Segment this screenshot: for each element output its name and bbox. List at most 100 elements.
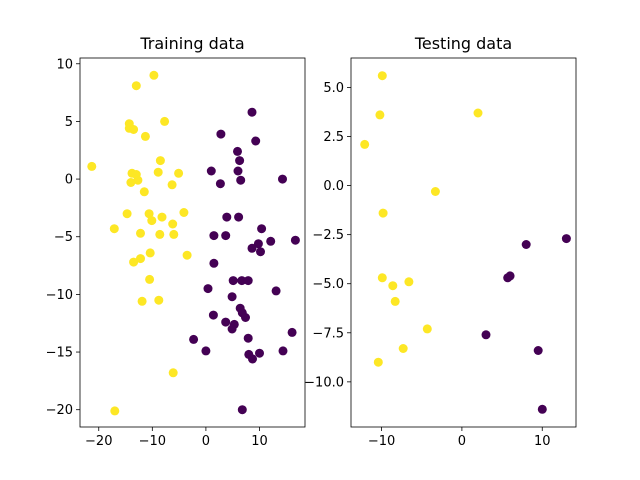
testing-x-axis: −10 0 10 — [368, 427, 551, 449]
training-point-class0-13 — [209, 231, 219, 241]
testing-point-class0-0 — [561, 234, 571, 244]
training-point-class0-14 — [221, 231, 231, 241]
training-point-class0-18 — [247, 243, 257, 253]
testing-point-class0-1 — [521, 240, 531, 249]
training-point-class0-29 — [208, 310, 218, 320]
training-point-class1-35 — [110, 406, 120, 416]
testing-point-class1-11 — [398, 344, 408, 353]
training-point-class0-4 — [235, 156, 245, 166]
training-xtick-label-3: 10 — [251, 434, 268, 449]
testing-title: Testing data — [414, 34, 512, 53]
training-point-class1-16 — [139, 187, 149, 197]
training-scatter — [87, 70, 300, 416]
training-point-class0-39 — [255, 348, 264, 358]
testing-point-class0-3 — [505, 271, 515, 281]
testing-point-class1-2 — [473, 108, 483, 118]
testing-point-class1-0 — [377, 71, 387, 81]
testing-y-axis: −10.0 −7.5 −5.0 −2.5 0.0 2.5 5.0 — [304, 81, 351, 390]
training-point-class1-0 — [149, 70, 159, 80]
training-point-class0-6 — [206, 166, 216, 176]
testing-point-class1-10 — [422, 324, 432, 334]
testing-scatter — [360, 71, 571, 414]
training-point-class0-42 — [237, 405, 247, 415]
training-point-class1-18 — [144, 209, 154, 219]
training-ytick-label-0: −20 — [46, 403, 73, 418]
training-point-class0-26 — [227, 292, 237, 302]
training-point-class1-1 — [131, 81, 141, 91]
training-point-class1-2 — [87, 161, 97, 171]
training-point-class0-9 — [215, 179, 225, 189]
training-point-class0-10 — [222, 212, 232, 222]
training-point-class1-17 — [122, 209, 132, 219]
testing-point-class0-6 — [537, 404, 547, 414]
training-point-class1-15 — [167, 180, 177, 190]
training-ytick-label-1: −15 — [46, 346, 73, 361]
training-panel: Training data −20 −10 0 10 −20 −15 −10 −5 0 5 10 — [46, 34, 306, 449]
testing-ytick-label-4: 0.0 — [323, 179, 344, 194]
testing-point-class0-5 — [533, 346, 543, 355]
training-point-class1-31 — [145, 274, 155, 284]
training-point-class0-3 — [233, 146, 242, 156]
testing-point-class1-1 — [375, 110, 385, 120]
training-frame — [79, 57, 306, 428]
testing-ytick-label-3: −2.5 — [312, 228, 344, 243]
training-point-class1-32 — [154, 295, 164, 305]
testing-point-class1-8 — [388, 281, 398, 291]
training-point-class0-11 — [234, 212, 244, 222]
testing-panel: Testing data −10 0 10 −10.0 −7.5 −5.0 −2.5 0.0… — [304, 34, 577, 449]
training-point-class1-20 — [157, 212, 167, 222]
training-point-class1-34 — [168, 368, 178, 378]
testing-frame — [350, 57, 577, 428]
training-point-class0-35 — [189, 334, 199, 344]
training-point-class1-27 — [145, 248, 155, 258]
training-point-class1-11 — [126, 178, 136, 187]
training-point-class0-15 — [266, 236, 276, 246]
training-point-class1-14 — [153, 167, 163, 177]
training-point-class0-21 — [228, 276, 238, 286]
testing-point-class1-7 — [404, 277, 414, 287]
training-point-class0-23 — [243, 276, 253, 286]
training-xtick-label-1: −10 — [139, 434, 166, 449]
training-point-class0-1 — [216, 129, 226, 139]
testing-ytick-label-2: −5.0 — [312, 277, 344, 292]
testing-point-class1-4 — [430, 187, 440, 196]
testing-ytick-label-1: −7.5 — [312, 326, 344, 341]
training-point-class0-30 — [241, 313, 250, 322]
testing-point-class1-5 — [378, 208, 388, 218]
training-point-class1-23 — [109, 224, 119, 234]
training-point-class0-22 — [237, 276, 247, 286]
training-point-class0-41 — [248, 354, 257, 364]
training-y-axis: −20 −15 −10 −5 0 5 10 — [46, 57, 80, 418]
training-point-class1-26 — [169, 229, 179, 239]
training-point-class1-30 — [182, 250, 192, 260]
training-point-class0-7 — [236, 175, 246, 185]
training-point-class1-24 — [136, 228, 145, 238]
training-point-class1-28 — [136, 254, 145, 264]
training-point-class0-17 — [253, 239, 263, 249]
training-x-axis: −20 −10 0 10 — [85, 427, 268, 449]
training-ytick-label-2: −10 — [46, 288, 73, 303]
training-point-class0-19 — [256, 247, 265, 257]
training-ytick-label-4: 0 — [65, 173, 73, 188]
testing-point-class0-4 — [481, 330, 491, 340]
testing-xtick-label-1: 0 — [458, 434, 466, 449]
training-point-class0-12 — [257, 224, 267, 234]
testing-point-class1-12 — [373, 357, 383, 367]
training-ytick-label-6: 10 — [56, 57, 73, 72]
testing-point-class1-3 — [360, 139, 370, 149]
training-point-class1-13 — [174, 168, 184, 178]
training-ytick-label-5: 5 — [65, 115, 73, 130]
training-point-class0-33 — [227, 324, 237, 334]
testing-ytick-label-6: 5.0 — [323, 81, 344, 96]
training-point-class0-2 — [251, 136, 261, 146]
training-point-class1-22 — [168, 219, 178, 229]
training-point-class0-31 — [221, 317, 231, 327]
training-point-class0-16 — [290, 235, 300, 245]
training-point-class1-5 — [129, 125, 139, 134]
training-xtick-label-0: −20 — [85, 434, 112, 449]
training-point-class1-12 — [155, 156, 165, 166]
training-point-class0-8 — [278, 174, 287, 184]
testing-ytick-label-5: 2.5 — [323, 130, 344, 145]
training-point-class0-34 — [287, 327, 297, 337]
